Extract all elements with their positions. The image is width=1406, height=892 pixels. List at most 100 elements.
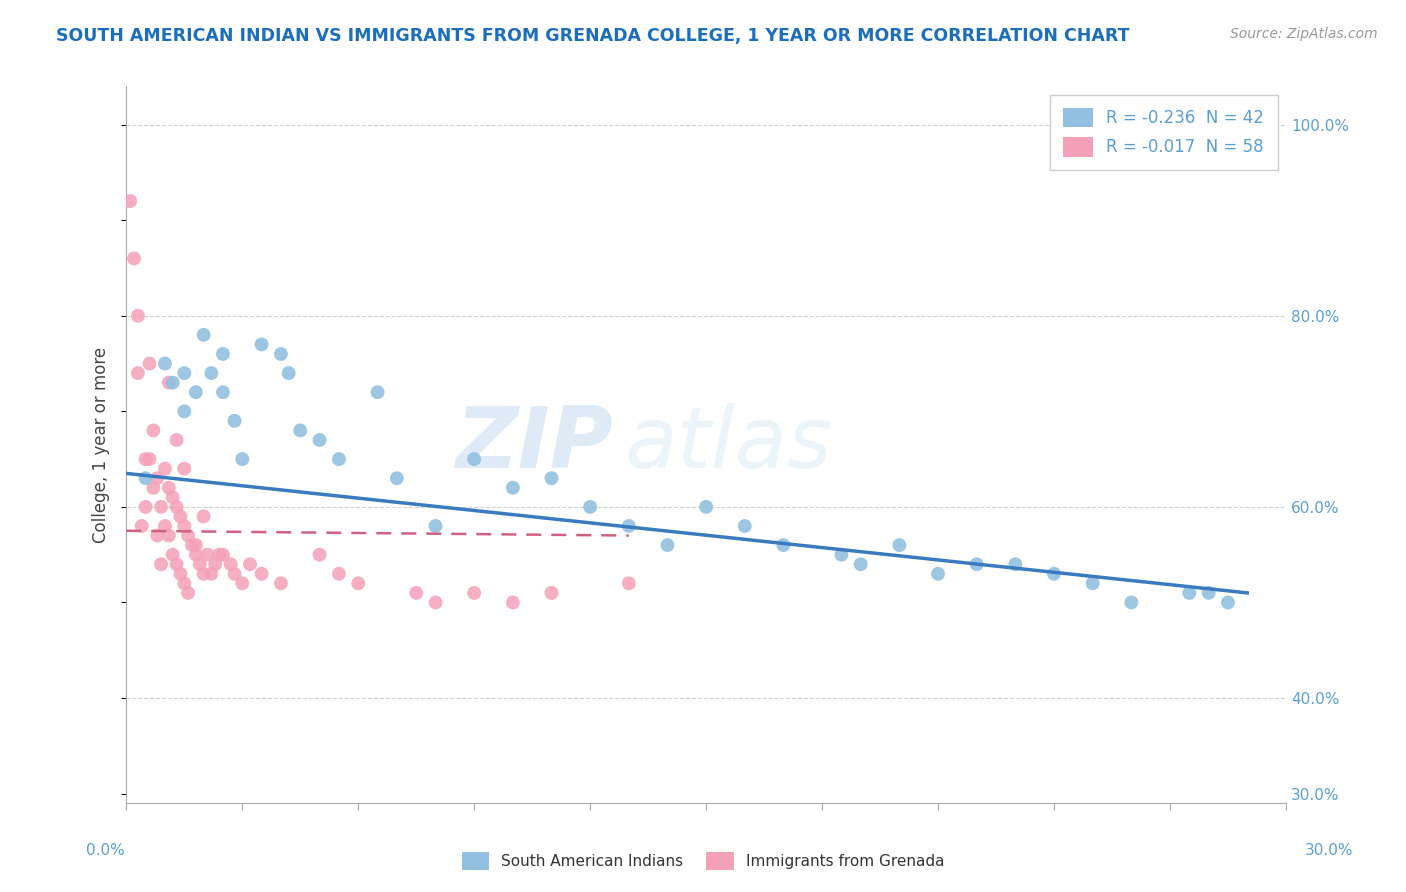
Point bbox=[231, 576, 253, 591]
Point bbox=[277, 366, 299, 380]
Point bbox=[162, 376, 184, 390]
Point bbox=[177, 586, 200, 600]
Point bbox=[270, 576, 292, 591]
Point bbox=[204, 558, 226, 572]
Point bbox=[463, 452, 485, 467]
Point bbox=[540, 586, 562, 600]
Point bbox=[169, 566, 191, 581]
Point bbox=[142, 424, 165, 438]
Point bbox=[197, 548, 219, 562]
Point bbox=[131, 519, 153, 533]
Point bbox=[127, 309, 149, 323]
Point bbox=[367, 385, 389, 400]
Point bbox=[173, 519, 195, 533]
Point bbox=[966, 558, 988, 572]
Point bbox=[162, 548, 184, 562]
Point bbox=[425, 519, 447, 533]
Point bbox=[162, 491, 184, 505]
Point bbox=[1178, 586, 1201, 600]
Point bbox=[219, 558, 242, 572]
Point bbox=[166, 558, 188, 572]
Point bbox=[188, 558, 211, 572]
Point bbox=[1043, 566, 1066, 581]
Point bbox=[120, 194, 142, 208]
Point bbox=[657, 538, 679, 552]
Text: 0.0%: 0.0% bbox=[86, 843, 125, 858]
Point bbox=[250, 566, 273, 581]
Point bbox=[157, 481, 180, 495]
Text: atlas: atlas bbox=[624, 403, 832, 486]
Point bbox=[153, 461, 176, 475]
Point bbox=[212, 548, 235, 562]
Point bbox=[270, 347, 292, 361]
Point bbox=[173, 404, 195, 418]
Point bbox=[239, 558, 262, 572]
Point bbox=[250, 337, 273, 351]
Point bbox=[193, 327, 215, 342]
Point bbox=[150, 500, 173, 514]
Point bbox=[142, 481, 165, 495]
Legend: South American Indians, Immigrants from Grenada: South American Indians, Immigrants from … bbox=[454, 845, 952, 877]
Point bbox=[425, 595, 447, 609]
Point bbox=[135, 452, 157, 467]
Point bbox=[502, 595, 524, 609]
Point bbox=[184, 385, 207, 400]
Point bbox=[224, 566, 246, 581]
Point bbox=[169, 509, 191, 524]
Point bbox=[173, 366, 195, 380]
Point bbox=[617, 519, 640, 533]
Point bbox=[308, 548, 330, 562]
Point bbox=[173, 576, 195, 591]
Point bbox=[1198, 586, 1220, 600]
Point bbox=[405, 586, 427, 600]
Point bbox=[166, 433, 188, 447]
Point bbox=[157, 528, 180, 542]
Y-axis label: College, 1 year or more: College, 1 year or more bbox=[93, 347, 110, 543]
Point bbox=[463, 586, 485, 600]
Point bbox=[212, 385, 235, 400]
Point bbox=[1216, 595, 1239, 609]
Point bbox=[231, 452, 253, 467]
Point bbox=[184, 538, 207, 552]
Point bbox=[328, 452, 350, 467]
Point bbox=[138, 452, 160, 467]
Point bbox=[540, 471, 562, 485]
Point bbox=[849, 558, 872, 572]
Point bbox=[193, 509, 215, 524]
Legend: R = -0.236  N = 42, R = -0.017  N = 58: R = -0.236 N = 42, R = -0.017 N = 58 bbox=[1050, 95, 1278, 169]
Point bbox=[772, 538, 794, 552]
Text: ZIP: ZIP bbox=[456, 403, 613, 486]
Point bbox=[1004, 558, 1026, 572]
Text: 30.0%: 30.0% bbox=[1305, 843, 1353, 858]
Point bbox=[157, 376, 180, 390]
Point bbox=[889, 538, 911, 552]
Point bbox=[193, 566, 215, 581]
Point bbox=[146, 528, 169, 542]
Point bbox=[290, 424, 312, 438]
Point bbox=[200, 366, 222, 380]
Point bbox=[135, 500, 157, 514]
Point bbox=[166, 500, 188, 514]
Point bbox=[212, 347, 235, 361]
Point bbox=[153, 519, 176, 533]
Point bbox=[385, 471, 408, 485]
Text: Source: ZipAtlas.com: Source: ZipAtlas.com bbox=[1230, 27, 1378, 41]
Point bbox=[122, 252, 145, 266]
Point bbox=[617, 576, 640, 591]
Point bbox=[927, 566, 949, 581]
Point bbox=[347, 576, 370, 591]
Point bbox=[146, 471, 169, 485]
Point bbox=[153, 357, 176, 371]
Point bbox=[173, 461, 195, 475]
Point bbox=[135, 471, 157, 485]
Point bbox=[734, 519, 756, 533]
Point bbox=[208, 548, 231, 562]
Point bbox=[138, 357, 160, 371]
Point bbox=[328, 566, 350, 581]
Point bbox=[830, 548, 852, 562]
Text: SOUTH AMERICAN INDIAN VS IMMIGRANTS FROM GRENADA COLLEGE, 1 YEAR OR MORE CORRELA: SOUTH AMERICAN INDIAN VS IMMIGRANTS FROM… bbox=[56, 27, 1130, 45]
Point bbox=[308, 433, 330, 447]
Point bbox=[695, 500, 717, 514]
Point bbox=[127, 366, 149, 380]
Point bbox=[224, 414, 246, 428]
